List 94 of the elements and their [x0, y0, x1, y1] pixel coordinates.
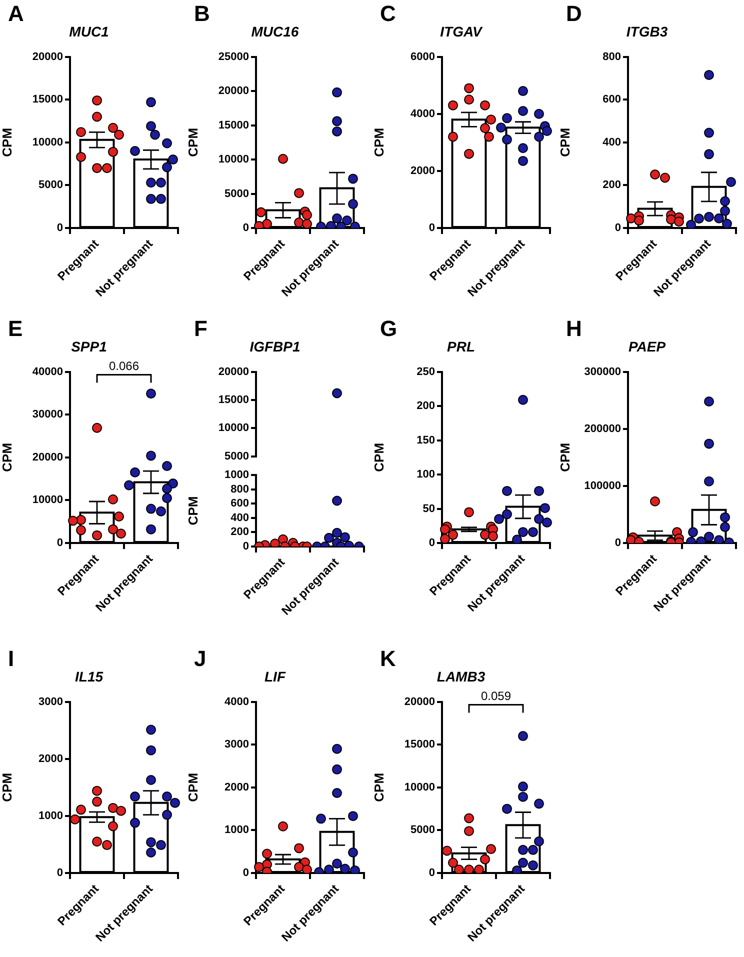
y-tick-label: 1000 — [224, 824, 249, 836]
y-tick-label: 10000 — [218, 422, 249, 434]
y-tick-label: 150 — [416, 434, 435, 446]
chart-title: LAMB3 — [436, 668, 486, 684]
y-tick-label: 400 — [602, 136, 621, 148]
chart-title: LIF — [264, 668, 286, 684]
y-axis-title: CPM — [557, 442, 572, 472]
y-tick-label: 20000 — [218, 85, 249, 98]
y-tick-label: 30000 — [32, 408, 63, 421]
y-axis-title: CPM — [557, 128, 572, 157]
y-tick-label: 6000 — [410, 50, 435, 63]
y-tick-label: 1000 — [38, 810, 63, 822]
y-tick-label: 200 — [416, 400, 435, 412]
y-tick-label: 0 — [56, 222, 63, 234]
y-tick-label: 15000 — [218, 119, 249, 132]
annotation: 0.066 — [108, 359, 140, 374]
y-tick-label: 0 — [428, 867, 435, 880]
text: K — [380, 646, 396, 672]
chart-title: ITGB3 — [626, 23, 668, 40]
y-tick-label: 20000 — [404, 696, 435, 708]
y-tick-label: 100 — [416, 468, 435, 481]
y-tick-label: 0 — [242, 867, 249, 880]
chart-title: MUC16 — [251, 23, 299, 40]
text: G — [380, 316, 398, 342]
y-tick-label: 50 — [422, 502, 435, 515]
y-tick-label: 800 — [602, 50, 621, 63]
y-tick-label: 0 — [614, 222, 621, 234]
y-tick-label: 200 — [602, 179, 621, 192]
y-tick-label: 15000 — [404, 738, 435, 751]
y-tick-label: 0 — [56, 537, 63, 550]
y-axis-title: CPM — [185, 772, 200, 802]
y-tick-label: 0 — [428, 222, 435, 234]
text: I — [8, 646, 14, 672]
y-tick-label: 20000 — [32, 50, 63, 63]
y-tick-label: 20000 — [32, 451, 63, 464]
y-tick-label: 2000 — [224, 781, 249, 794]
y-tick-label: 300000 — [584, 366, 621, 378]
y-tick-label: 3000 — [224, 738, 249, 751]
text: J — [194, 646, 206, 672]
y-tick-label: 10000 — [218, 154, 249, 166]
y-tick-label: 2000 — [38, 752, 63, 765]
y-tick-label: 0 — [242, 540, 249, 553]
y-axis-title: CPM — [0, 128, 14, 157]
y-tick-label: 5000 — [38, 179, 63, 192]
y-tick-label: 1000 — [224, 469, 249, 482]
y-tick-label: 5000 — [224, 450, 249, 462]
y-tick-label: 5000 — [224, 188, 249, 200]
chart-title: MUC1 — [69, 23, 110, 40]
y-tick-label: 0 — [614, 537, 621, 550]
y-tick-label: 100000 — [584, 480, 621, 492]
y-tick-label: 10000 — [404, 781, 435, 794]
chart-title: ITGAV — [440, 23, 484, 40]
text: E — [8, 316, 23, 342]
chart-title: PAEP — [628, 338, 666, 354]
text: D — [566, 1, 582, 26]
chart-title: IGFBP1 — [250, 338, 300, 354]
y-tick-label: 5000 — [410, 824, 435, 836]
y-axis-title: CPM — [0, 442, 14, 472]
y-tick-label: 0 — [428, 537, 435, 550]
y-tick-label: 15000 — [32, 94, 63, 106]
y-axis-title: CPM — [185, 496, 200, 526]
y-axis-title: CPM — [371, 772, 386, 802]
y-tick-label: 25000 — [218, 50, 249, 63]
y-tick-label: 10000 — [32, 136, 63, 148]
y-tick-label: 800 — [230, 483, 249, 496]
text: F — [194, 316, 208, 342]
y-tick-label: 20000 — [218, 366, 249, 378]
y-tick-label: 10000 — [32, 494, 63, 506]
y-axis-title: CPM — [185, 128, 200, 157]
annotation: 0.059 — [480, 689, 512, 704]
y-tick-label: 4000 — [224, 696, 249, 708]
text: C — [380, 1, 396, 26]
y-tick-label: 0 — [242, 222, 249, 234]
y-axis-title: CPM — [371, 128, 386, 157]
text: H — [566, 316, 582, 342]
y-axis-title: CPM — [0, 772, 14, 802]
y-tick-label: 4000 — [410, 108, 435, 120]
y-tick-label: 40000 — [32, 366, 63, 378]
chart-title: SPP1 — [71, 338, 108, 354]
y-tick-label: 400 — [230, 512, 249, 524]
text: B — [194, 1, 210, 26]
text: A — [8, 1, 24, 26]
y-tick-label: 600 — [602, 94, 621, 106]
y-tick-label: 2000 — [410, 164, 435, 177]
chart-title: PRL — [447, 338, 475, 354]
y-tick-label: 200000 — [584, 422, 621, 435]
y-tick-label: 3000 — [38, 696, 63, 708]
chart-title: IL15 — [74, 668, 104, 684]
y-tick-label: 0 — [56, 867, 63, 880]
y-tick-label: 15000 — [218, 394, 249, 406]
y-tick-label: 600 — [230, 498, 249, 510]
y-tick-label: 200 — [230, 526, 249, 538]
y-axis-title: CPM — [371, 442, 386, 472]
y-tick-label: 250 — [416, 366, 435, 378]
